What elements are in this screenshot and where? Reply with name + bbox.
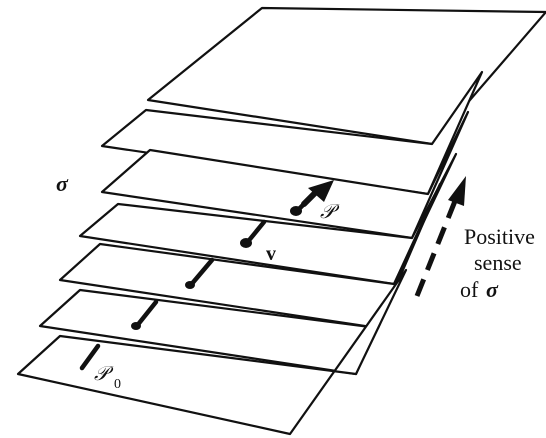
dot-2 <box>131 322 141 330</box>
dot-4 <box>240 238 252 248</box>
path-segment-3 <box>187 257 215 289</box>
tangent-arrow <box>301 180 334 207</box>
positive-caption-line3-prefix: of <box>460 277 479 302</box>
sheet-1 <box>16 268 408 436</box>
dot-5 <box>290 206 302 216</box>
sheet-5 <box>100 110 470 240</box>
positive-caption-line1: Positive <box>464 224 535 249</box>
positive-sense-caption: Positive sense of σ <box>460 224 535 302</box>
sigma-label: σ <box>56 171 69 196</box>
path-segment-2 <box>133 299 159 330</box>
vector-v-label: v <box>266 243 276 265</box>
positive-sense-arrow <box>414 176 466 297</box>
path-segment-1 <box>79 343 101 371</box>
dot-3 <box>185 281 195 289</box>
intersection-dots <box>131 206 302 330</box>
positive-caption-line2: sense <box>474 250 522 275</box>
positive-caption-line3-symbol: σ <box>486 277 499 302</box>
point-p0-subscript: 0 <box>114 377 121 392</box>
sheet-7 <box>146 6 546 146</box>
